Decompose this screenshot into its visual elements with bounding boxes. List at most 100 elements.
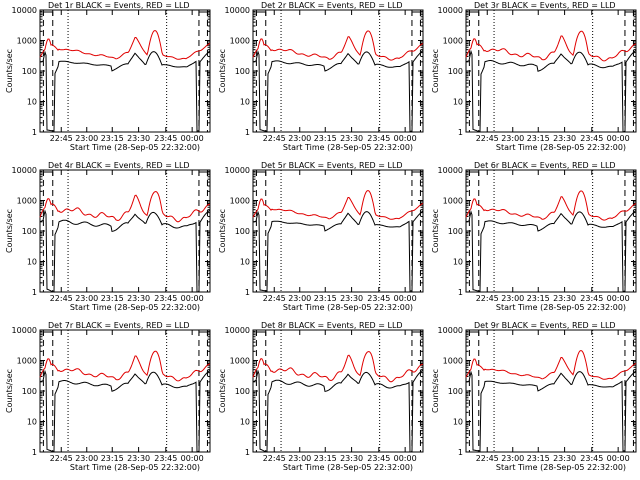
interval-bracket: [468, 11, 480, 16]
y-tick-label: 1: [32, 288, 37, 297]
y-tick-label: 10000: [438, 6, 463, 15]
plot-frame: [465, 9, 637, 133]
detector-plot-2: Det 2r BLACK = Events, RED = LLD 1 10 100 10…: [218, 1, 424, 152]
y-tick-label: 1: [245, 288, 250, 297]
x-tick-label: 00:00: [181, 134, 204, 143]
lld-series-line: [252, 350, 424, 383]
events-series-line: [39, 369, 211, 453]
interval-bracket: [198, 171, 208, 176]
plot-title: Det 9r BLACK = Events, RED = LLD: [474, 321, 616, 330]
y-tick-label: 10: [240, 258, 250, 267]
y-tick-label: 1000: [17, 37, 37, 46]
x-tick-label: 23:30: [340, 454, 363, 463]
x-tick-label: 00:00: [394, 294, 417, 303]
x-tick-label: 23:30: [340, 134, 363, 143]
y-tick-label: 10: [27, 418, 37, 427]
detector-plot-9: Det 9r BLACK = Events, RED = LLD 1 10 100 10…: [431, 321, 637, 472]
x-tick-label: 22:45: [476, 134, 499, 143]
events-series-line: [465, 49, 637, 133]
y-tick-label: 1: [458, 128, 463, 137]
plot-title: Det 5r BLACK = Events, RED = LLD: [261, 161, 403, 170]
x-tick-label: 22:45: [50, 134, 73, 143]
plot-frame: [252, 169, 424, 293]
events-series-line: [465, 209, 637, 293]
y-axis-label: Counts/sec: [431, 209, 440, 253]
events-series-line: [252, 369, 424, 453]
y-tick-label: 10: [453, 418, 463, 427]
plot-title: Det 1r BLACK = Events, RED = LLD: [48, 1, 190, 10]
y-tick-label: 1000: [230, 357, 250, 366]
y-tick-label: 100: [448, 227, 463, 236]
lld-series-line: [465, 349, 637, 380]
x-tick-label: 23:30: [127, 294, 150, 303]
y-tick-label: 10000: [12, 166, 37, 175]
x-tick-label: 22:45: [263, 454, 286, 463]
y-tick-label: 1: [458, 448, 463, 457]
interval-bracket: [468, 331, 480, 336]
x-tick-label: 00:00: [181, 454, 204, 463]
x-tick-label: 23:00: [501, 294, 524, 303]
x-tick-label: 00:00: [607, 294, 630, 303]
detector-plot-5: Det 5r BLACK = Events, RED = LLD 1 10 100 10…: [218, 161, 424, 312]
interval-bracket: [198, 331, 208, 336]
lld-series-line: [252, 30, 424, 61]
interval-bracket: [198, 11, 208, 16]
y-axis-label: Counts/sec: [218, 209, 227, 253]
x-tick-label: 23:00: [501, 454, 524, 463]
x-axis-label: Start Time (28-Sep-05 22:32:00): [70, 303, 200, 312]
x-tick-label: 00:00: [607, 454, 630, 463]
x-tick-label: 23:15: [101, 294, 124, 303]
plot-frame: [465, 169, 637, 293]
x-tick-label: 22:45: [50, 294, 73, 303]
interval-bracket: [411, 331, 421, 336]
y-tick-label: 1000: [443, 37, 463, 46]
x-axis-label: Start Time (28-Sep-05 22:32:00): [496, 143, 626, 152]
y-axis-label: Counts/sec: [218, 49, 227, 93]
y-tick-label: 10000: [12, 326, 37, 335]
detector-plot-3: Det 3r BLACK = Events, RED = LLD 1 10 100 10…: [431, 1, 637, 152]
interval-bracket: [255, 171, 267, 176]
x-tick-label: 22:45: [476, 294, 499, 303]
y-axis-label: Counts/sec: [431, 369, 440, 413]
x-tick-label: 23:15: [314, 294, 337, 303]
x-axis-label: Start Time (28-Sep-05 22:32:00): [283, 143, 413, 152]
x-axis-label: Start Time (28-Sep-05 22:32:00): [70, 143, 200, 152]
plot-frame: [252, 329, 424, 453]
x-tick-label: 23:30: [340, 294, 363, 303]
y-tick-label: 1000: [230, 197, 250, 206]
interval-bracket: [468, 171, 480, 176]
x-axis-label: Start Time (28-Sep-05 22:32:00): [283, 303, 413, 312]
y-tick-label: 10000: [225, 166, 250, 175]
plot-title: Det 2r BLACK = Events, RED = LLD: [261, 1, 403, 10]
detector-plot-4: Det 4r BLACK = Events, RED = LLD 1 10 100 10…: [5, 161, 211, 312]
detector-plot-6: Det 6r BLACK = Events, RED = LLD 1 10 100 10…: [431, 161, 637, 312]
y-axis-label: Counts/sec: [431, 49, 440, 93]
lld-series-line: [39, 29, 211, 60]
x-tick-label: 00:00: [607, 134, 630, 143]
y-axis-label: Counts/sec: [218, 369, 227, 413]
y-tick-label: 10: [453, 98, 463, 107]
y-tick-label: 100: [22, 67, 37, 76]
y-axis-label: Counts/sec: [5, 369, 14, 413]
detector-plot-7: Det 7r BLACK = Events, RED = LLD 1 10 100 10…: [5, 321, 211, 472]
y-tick-label: 1000: [230, 37, 250, 46]
plot-title: Det 7r BLACK = Events, RED = LLD: [48, 321, 190, 330]
x-tick-label: 23:45: [154, 294, 177, 303]
plot-frame: [465, 329, 637, 453]
x-tick-label: 23:15: [314, 454, 337, 463]
x-tick-label: 23:45: [367, 454, 390, 463]
x-tick-label: 23:15: [101, 134, 124, 143]
y-tick-label: 1000: [443, 357, 463, 366]
x-tick-label: 23:00: [501, 134, 524, 143]
plot-title: Det 8r BLACK = Events, RED = LLD: [261, 321, 403, 330]
y-tick-label: 1: [32, 128, 37, 137]
x-tick-label: 23:45: [367, 134, 390, 143]
interval-bracket: [42, 171, 54, 176]
events-series-line: [39, 209, 211, 293]
plot-frame: [39, 329, 211, 453]
x-axis-label: Start Time (28-Sep-05 22:32:00): [70, 463, 200, 472]
lld-series-line: [252, 189, 424, 220]
y-tick-label: 10000: [225, 6, 250, 15]
lld-series-line: [465, 30, 637, 62]
lld-series-line: [39, 190, 211, 223]
